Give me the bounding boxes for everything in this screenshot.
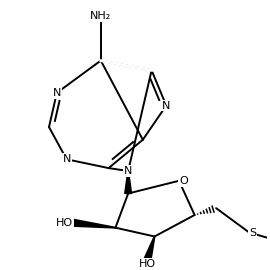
Text: HO: HO xyxy=(139,259,156,269)
Text: N: N xyxy=(53,88,61,98)
Polygon shape xyxy=(144,237,155,260)
Text: S: S xyxy=(249,228,256,238)
Text: N: N xyxy=(62,154,71,164)
Polygon shape xyxy=(125,171,131,194)
Polygon shape xyxy=(73,220,116,228)
Text: NH₂: NH₂ xyxy=(90,12,112,22)
Text: O: O xyxy=(179,176,188,186)
Text: HO: HO xyxy=(56,218,73,228)
Text: N: N xyxy=(124,166,132,176)
Text: N: N xyxy=(162,100,170,110)
